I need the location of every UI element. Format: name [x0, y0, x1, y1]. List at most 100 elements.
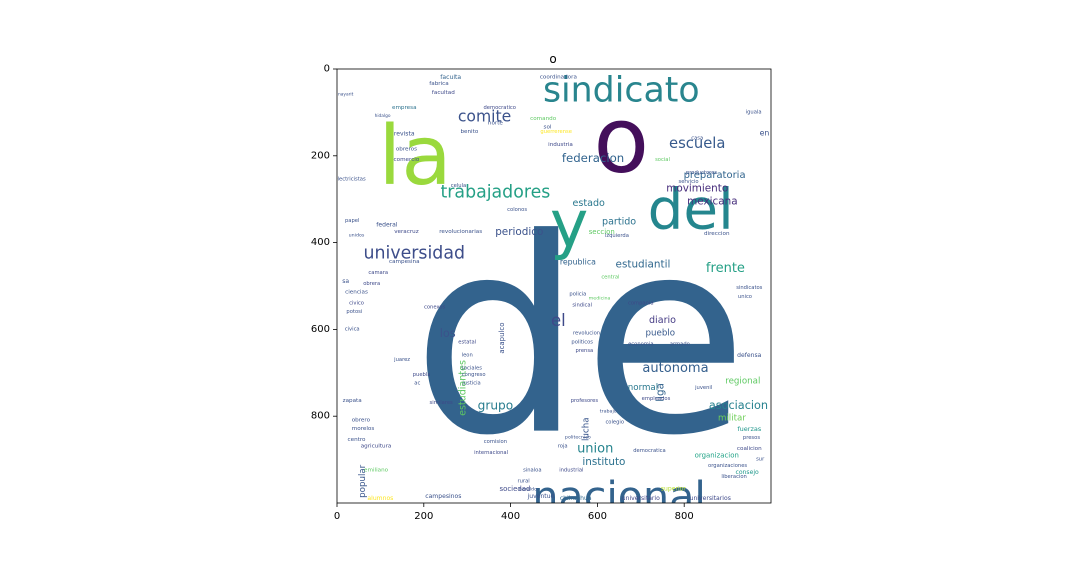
x-tick-label: 400 — [501, 511, 520, 522]
word-organizaciones: organizaciones — [708, 463, 747, 469]
word-leon: leon — [462, 352, 473, 358]
word-similares: similares — [430, 400, 454, 406]
word-federal: federal — [376, 222, 398, 229]
word-economia: economia — [628, 342, 653, 348]
word-papel: papel — [345, 218, 359, 224]
word-faculta: faculta — [440, 74, 461, 81]
word-trabajo: trabajo — [600, 408, 617, 414]
word-zapata: zapata — [343, 398, 362, 404]
word-estatal: estatal — [458, 339, 476, 345]
word-campesinos: campesinos — [425, 493, 461, 500]
word-superior: superior — [661, 486, 687, 493]
word-revolucionarias: revolucionarias — [439, 229, 482, 235]
word-movimiento: movimiento — [666, 182, 728, 194]
word-potosi: potosi — [346, 309, 362, 315]
word-del: del — [648, 178, 734, 243]
word-centro: centro — [348, 437, 367, 443]
word-sa: sa — [342, 278, 349, 285]
word-fabrica: fabrica — [429, 81, 448, 87]
word-congreso: congreso — [462, 372, 486, 378]
word-izquierda: izquierda — [605, 233, 629, 239]
word-republica: republica — [560, 258, 596, 267]
word-escuela: escuela — [669, 135, 725, 152]
word-revista: revista — [394, 131, 415, 138]
word-comercio: comercio — [394, 157, 420, 163]
word-central: central — [601, 274, 619, 280]
word-fuerzas: fuerzas — [737, 425, 761, 433]
word-unidos: unidos — [349, 233, 365, 239]
word-consejo: consejo — [736, 469, 760, 476]
word-social: social — [655, 157, 670, 163]
word-coordinadora: coordinadora — [540, 75, 577, 81]
word-policia: policia — [569, 292, 586, 298]
y-tick-label: 200 — [311, 150, 330, 161]
y-tick-label: 0 — [324, 64, 330, 75]
word-regional: regional — [725, 376, 760, 386]
word-democratica: democratica — [633, 448, 665, 454]
word-ac: ac — [414, 381, 420, 387]
word-justicia: justicia — [461, 381, 480, 387]
word-sociedad: sociedad — [499, 485, 530, 493]
word-unico: unico — [738, 294, 752, 300]
word-ciencias: ciencias — [345, 290, 368, 296]
word-obrera: obrera — [363, 281, 380, 287]
word-civica: civica — [345, 326, 360, 332]
word-veracruz: veracruz — [394, 229, 419, 235]
word-liberacion: liberacion — [721, 474, 747, 480]
word-juarez: juarez — [393, 357, 410, 363]
word-los: los — [440, 327, 456, 340]
word-politecnico: politecnico — [565, 434, 591, 440]
word-acapulco: acapulco — [498, 323, 506, 354]
word-universitario: universitario — [622, 495, 660, 502]
word-iguala: iguala — [746, 109, 762, 115]
word-sur: sur — [756, 457, 765, 463]
x-tick-label: 0 — [334, 511, 340, 522]
word-en: en — [760, 129, 770, 138]
word-o: o — [593, 88, 649, 194]
word-armado: armado — [670, 342, 690, 348]
x-axis: 0 200 400 600 800 — [334, 503, 694, 522]
word-empresa: empresa — [392, 105, 417, 111]
word-agricultura: agricultura — [361, 444, 392, 450]
x-tick-label: 600 — [588, 511, 607, 522]
word-colegio: colegio — [605, 420, 624, 426]
word-benito: benito — [460, 129, 478, 135]
word-industria: industria — [548, 142, 573, 148]
word-la: la — [378, 108, 451, 204]
word-servicio: servicio — [679, 179, 699, 185]
x-tick-label: 800 — [675, 511, 694, 522]
word-asociacion: asociacion — [709, 399, 768, 412]
word-alumnos: alumnos — [367, 495, 393, 502]
word-organizacion: organizacion — [695, 451, 739, 459]
word-partido: partido — [602, 216, 636, 227]
word-guerrerense: guerrerense — [540, 129, 572, 135]
word-casa: casa — [691, 135, 703, 141]
word-civico: civico — [349, 300, 364, 306]
word-comite: comite — [458, 108, 511, 126]
word-chihuahua: chihuahua — [560, 495, 592, 502]
word-sindicatos: sindicatos — [736, 285, 762, 291]
word-juvenil: juvenil — [694, 385, 712, 391]
word-normal: normal — [628, 383, 658, 393]
word-militar: militar — [718, 413, 746, 423]
word-prensa: prensa — [576, 348, 594, 354]
word-universitarios: universitarios — [690, 495, 731, 502]
word-grupo: grupo — [478, 398, 514, 412]
word-facultad: facultad — [432, 90, 455, 96]
word-periodico: periodico — [495, 226, 543, 238]
word-universidad: universidad — [364, 243, 465, 263]
word-obrero: obrero — [352, 418, 371, 424]
word-de: de — [412, 182, 748, 495]
word-diario: diario — [649, 315, 676, 326]
word-revolucion: revolucion — [573, 331, 600, 337]
word-norte: norte — [488, 120, 504, 126]
word-politicos: politicos — [571, 339, 593, 345]
word-morelos: morelos — [352, 426, 375, 432]
word-obreros: obreros — [396, 146, 417, 152]
word-internacional: internacional — [474, 450, 508, 456]
plot-frame — [336, 68, 772, 504]
word-frente: frente — [706, 261, 745, 276]
word-estado: estado — [573, 198, 606, 209]
word-conexos: conexos — [424, 305, 446, 311]
word-lucha: lucha — [582, 417, 592, 440]
